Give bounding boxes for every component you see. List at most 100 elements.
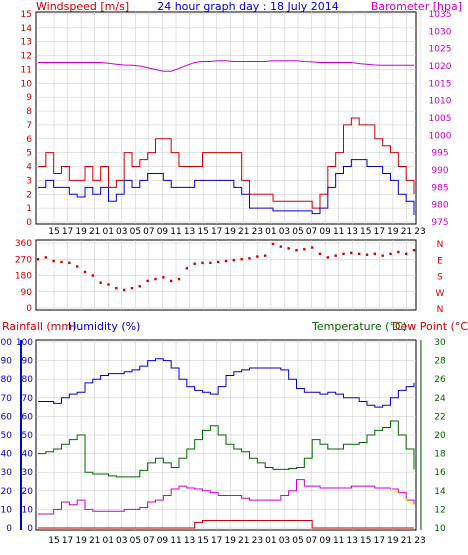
windspeed-tick: 12 [21, 52, 32, 62]
temperature-tick: 24 [434, 394, 446, 404]
direction-point [287, 247, 290, 250]
temperature-tick: 22 [434, 412, 445, 422]
humidity-tick: 100 [16, 338, 33, 348]
dewpoint-tail-line [390, 488, 415, 506]
compass-tick: N [437, 240, 444, 250]
rainfall-tick: 0 [6, 524, 12, 534]
temperature-tick: 18 [434, 450, 446, 460]
direction-point [326, 256, 330, 259]
direction-point [44, 256, 48, 259]
time-tick-bottom: 09 [157, 536, 169, 546]
time-tick-top: 01 [265, 227, 276, 237]
humidity-tick: 90 [22, 357, 34, 367]
direction-point [115, 286, 118, 290]
barometer-tick: 1030 [429, 27, 452, 37]
time-tick-bottom: 17 [62, 536, 73, 546]
temperature-axis-label: Temperature (°C) [311, 320, 407, 333]
direction-point [75, 265, 79, 268]
time-tick-top: 15 [360, 227, 371, 237]
time-tick-bottom: 21 [401, 536, 412, 546]
rainfall-tick: 20 [1, 487, 13, 497]
time-tick-bottom: 17 [211, 536, 222, 546]
time-tick-bottom: 13 [184, 536, 195, 546]
direction-point [99, 281, 102, 284]
dewpoint-axis-label: Dew Point (°C) [392, 320, 468, 333]
rainfall-tick: 30 [1, 468, 13, 478]
rainfall-line [38, 520, 414, 529]
temperature-tick: 26 [434, 375, 446, 385]
direction-point [209, 261, 212, 265]
time-tick-bottom: 07 [306, 536, 317, 546]
dewpoint-line [38, 479, 415, 515]
barometer-tick: 1000 [429, 131, 452, 141]
direction-point [36, 258, 40, 261]
humidity-tick: 0 [27, 524, 33, 534]
humidity-tick: 30 [22, 468, 34, 478]
windspeed-average-line [38, 159, 415, 216]
temperature-tick: 28 [434, 357, 446, 367]
rainfall-tick: 70 [1, 394, 13, 404]
barometer-tick: 995 [431, 149, 448, 159]
time-tick-bottom: 17 [374, 536, 385, 546]
time-tick-top: 17 [374, 227, 385, 237]
windspeed-tick: 15 [21, 10, 32, 20]
windspeed-tick: 1 [26, 204, 32, 214]
time-tick-top: 07 [306, 227, 317, 237]
barometer-line [38, 60, 414, 72]
direction-point [169, 279, 173, 283]
direction-point [279, 245, 283, 248]
barometer-tick: 1020 [429, 62, 452, 72]
time-tick-top: 11 [170, 227, 181, 237]
time-tick-bottom: 11 [333, 536, 344, 546]
direction-point [83, 270, 87, 274]
direction-point [107, 283, 110, 286]
time-tick-top: 05 [292, 227, 303, 237]
rainfall-tick: 50 [1, 431, 13, 441]
time-tick-bottom: 07 [143, 536, 154, 546]
direction-point [216, 260, 220, 264]
humidity-tick: 10 [22, 505, 34, 515]
windspeed-tick: 2 [26, 190, 32, 200]
direction-point [271, 242, 275, 246]
direction-point [177, 277, 181, 281]
direction-point [193, 262, 196, 265]
time-tick-bottom: 19 [75, 536, 87, 546]
compass-tick: S [437, 273, 443, 283]
temperature-tick: 16 [434, 468, 446, 478]
time-tick-bottom: 15 [360, 536, 371, 546]
direction-point [146, 279, 149, 283]
direction-point [232, 258, 236, 262]
direction-point [68, 261, 71, 265]
windspeed-tick: 4 [26, 163, 32, 173]
direction-tick: 90 [21, 288, 33, 298]
windspeed-tick: 10 [21, 79, 33, 89]
windspeed-tick: 14 [21, 24, 33, 34]
direction-point [412, 249, 416, 252]
windspeed-tick: 11 [21, 65, 32, 75]
direction-point [130, 286, 134, 290]
barometer-axis-label: Barometer [hpa] [371, 0, 462, 13]
time-tick-top: 21 [89, 227, 100, 237]
direction-point [342, 252, 345, 256]
direction-point [381, 254, 384, 257]
chart-marks [36, 60, 416, 529]
time-tick-top: 01 [102, 227, 113, 237]
time-tick-bottom: 23 [414, 536, 425, 546]
direction-point [185, 267, 189, 270]
time-tick-top: 09 [157, 227, 169, 237]
direction-point [201, 261, 204, 265]
time-tick-top: 15 [197, 227, 208, 237]
rainfall-tick: 40 [1, 450, 13, 460]
direction-point [256, 255, 259, 258]
time-tick-bottom: 11 [170, 536, 181, 546]
direction-point [154, 277, 157, 281]
compass-tick: W [436, 289, 445, 299]
time-tick-top: 23 [252, 227, 263, 237]
time-tick-bottom: 05 [130, 536, 141, 546]
windspeed-tick: 6 [26, 135, 32, 145]
rainfall-axis-label: Rainfall (mm) [2, 320, 76, 333]
direction-point [373, 252, 377, 256]
humidity-axis-label: Humidity (%) [68, 320, 140, 333]
time-tick-bottom: 13 [346, 536, 357, 546]
